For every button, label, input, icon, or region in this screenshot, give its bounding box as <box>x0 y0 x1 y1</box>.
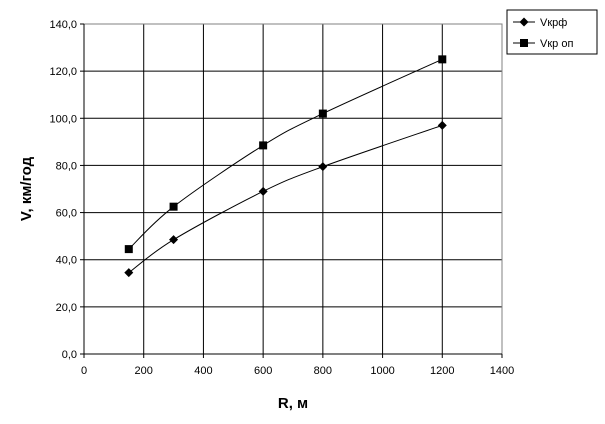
y-tick-label: 40,0 <box>56 255 77 267</box>
series-2 <box>124 55 447 254</box>
y-tick-labels: 0,0 20,0 40,0 60,0 80,0 100,0 120,0 140,0 <box>49 19 77 361</box>
x-tick-label: 1400 <box>490 365 514 377</box>
data-point <box>169 202 178 211</box>
legend-label: Vкрф <box>540 17 567 29</box>
y-tick-label: 20,0 <box>56 302 77 314</box>
legend-marker <box>519 17 529 27</box>
data-point <box>169 235 179 245</box>
x-tick-labels: 0 200 400 600 800 1000 1200 1400 <box>81 365 514 377</box>
x-tick-label: 1000 <box>370 365 394 377</box>
x-tick-label: 200 <box>135 365 153 377</box>
y-axis-title: V, км/год <box>18 156 35 221</box>
legend-marker <box>520 39 528 47</box>
x-tick-label: 800 <box>314 365 332 377</box>
x-tick-label: 400 <box>194 365 212 377</box>
y-tick-label: 100,0 <box>49 113 77 125</box>
y-tick-label: 80,0 <box>56 160 77 172</box>
x-tick-label: 0 <box>81 365 87 377</box>
data-point <box>318 109 327 118</box>
legend-label: Vкр оп <box>540 38 573 50</box>
data-point <box>437 120 447 130</box>
y-tick-label: 120,0 <box>49 66 77 78</box>
data-point <box>258 186 268 196</box>
y-tick-label: 0,0 <box>62 349 77 361</box>
legend: Vкрф Vкр оп <box>506 9 598 55</box>
data-point <box>259 141 268 150</box>
series-layer <box>124 55 447 278</box>
data-point <box>124 268 134 278</box>
plot-area <box>84 24 502 354</box>
grid-lines <box>84 24 502 354</box>
data-point <box>318 162 328 172</box>
data-point <box>438 55 447 64</box>
axes <box>80 23 503 358</box>
x-tick-label: 1200 <box>430 365 454 377</box>
x-tick-label: 600 <box>254 365 272 377</box>
x-axis-title: R, м <box>278 395 308 412</box>
y-tick-label: 140,0 <box>49 19 77 31</box>
series-1 <box>124 120 447 278</box>
y-tick-label: 60,0 <box>56 208 77 220</box>
data-point <box>124 245 133 254</box>
